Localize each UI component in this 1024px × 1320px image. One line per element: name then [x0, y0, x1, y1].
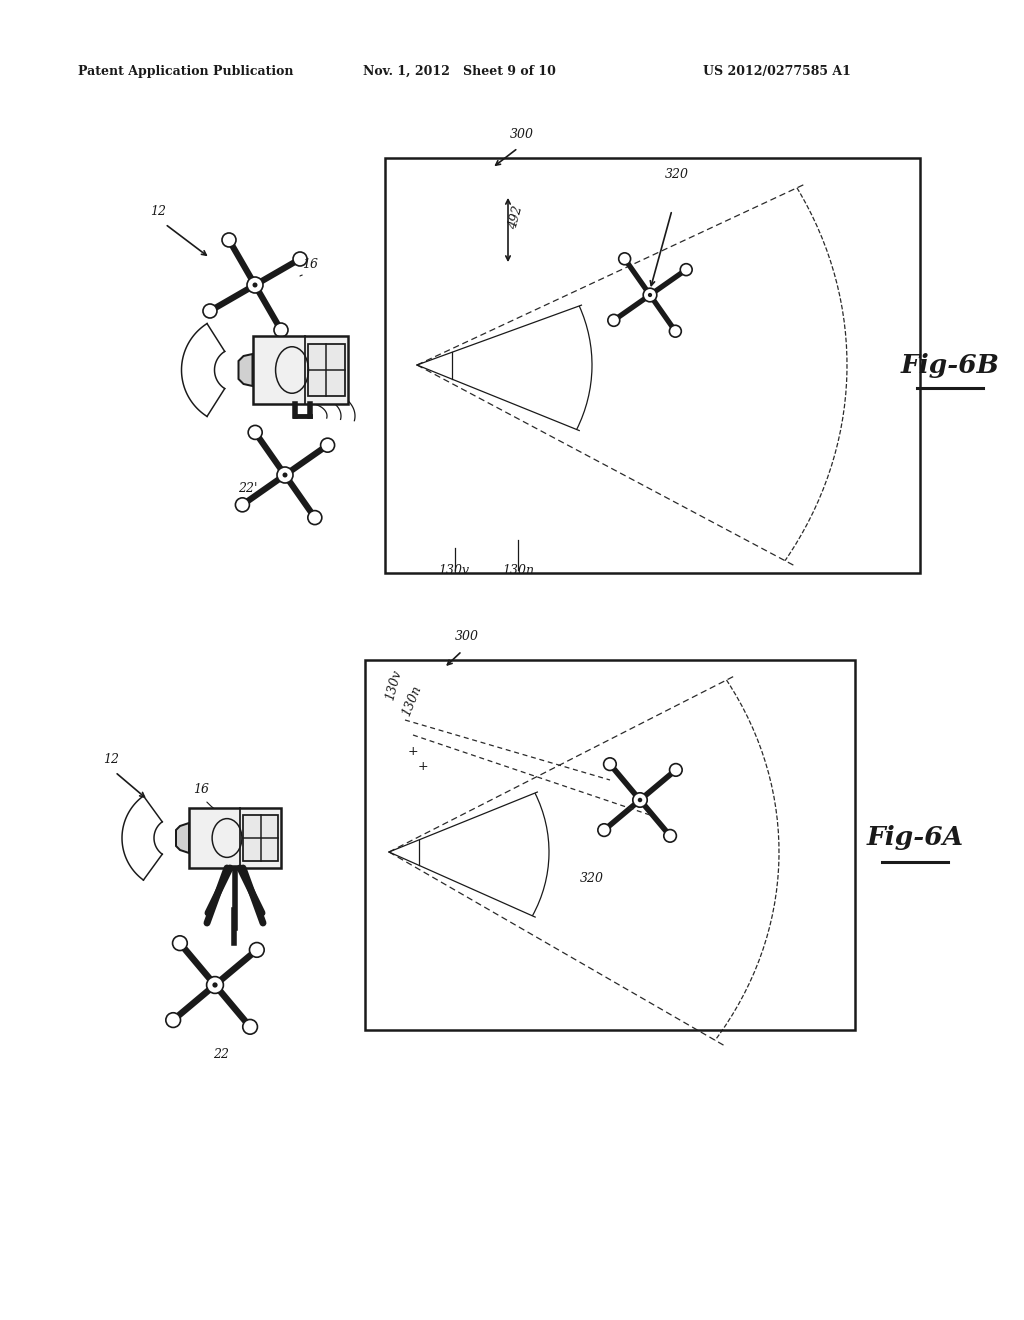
Text: 320: 320: [580, 873, 604, 884]
Bar: [365, 660, 855, 1030]
Text: 300: 300: [455, 630, 479, 643]
Circle shape: [248, 425, 262, 440]
Circle shape: [222, 232, 236, 247]
Circle shape: [283, 473, 288, 478]
Bar: [189, 808, 281, 869]
Circle shape: [664, 829, 677, 842]
Text: 320: 320: [665, 168, 689, 181]
Circle shape: [643, 288, 656, 302]
Circle shape: [633, 793, 647, 808]
Text: 492: 492: [506, 205, 524, 231]
Bar: [243, 816, 278, 861]
Circle shape: [274, 323, 288, 337]
Circle shape: [203, 304, 217, 318]
Circle shape: [293, 252, 307, 267]
Text: 130n: 130n: [400, 684, 424, 718]
Bar: [385, 158, 920, 573]
Circle shape: [638, 797, 642, 803]
Text: Fig-6B: Fig-6B: [900, 352, 999, 378]
Text: +: +: [418, 760, 428, 774]
Text: +: +: [408, 744, 419, 758]
Circle shape: [608, 314, 620, 326]
Text: Patent Application Publication: Patent Application Publication: [78, 65, 294, 78]
Text: 12: 12: [103, 752, 119, 766]
Circle shape: [243, 1019, 257, 1034]
Circle shape: [680, 264, 692, 276]
Text: 22: 22: [213, 1048, 229, 1061]
Polygon shape: [239, 354, 253, 385]
Circle shape: [603, 758, 616, 771]
Circle shape: [166, 1012, 180, 1027]
Text: 300: 300: [510, 128, 534, 141]
Circle shape: [253, 282, 257, 288]
Circle shape: [648, 293, 652, 297]
Text: 130v: 130v: [438, 564, 469, 577]
Circle shape: [670, 763, 682, 776]
Circle shape: [250, 942, 264, 957]
Text: 130v: 130v: [383, 668, 403, 702]
Text: Nov. 1, 2012   Sheet 9 of 10: Nov. 1, 2012 Sheet 9 of 10: [362, 65, 556, 78]
Circle shape: [247, 277, 263, 293]
Bar: [308, 345, 344, 396]
Circle shape: [278, 467, 293, 483]
Text: 130n: 130n: [502, 564, 534, 577]
Circle shape: [308, 511, 322, 524]
Circle shape: [598, 824, 610, 837]
Text: 12: 12: [150, 205, 166, 218]
Circle shape: [207, 977, 223, 994]
Circle shape: [321, 438, 335, 453]
Bar: [253, 337, 347, 404]
Text: 16: 16: [193, 783, 209, 796]
Polygon shape: [176, 822, 189, 853]
Text: Fig-6A: Fig-6A: [866, 825, 964, 850]
Circle shape: [173, 936, 187, 950]
Text: 16: 16: [302, 257, 318, 271]
Text: US 2012/0277585 A1: US 2012/0277585 A1: [703, 65, 851, 78]
Circle shape: [618, 253, 631, 265]
Circle shape: [212, 982, 218, 987]
Text: 22': 22': [238, 482, 257, 495]
Circle shape: [236, 498, 250, 512]
Circle shape: [670, 325, 681, 337]
